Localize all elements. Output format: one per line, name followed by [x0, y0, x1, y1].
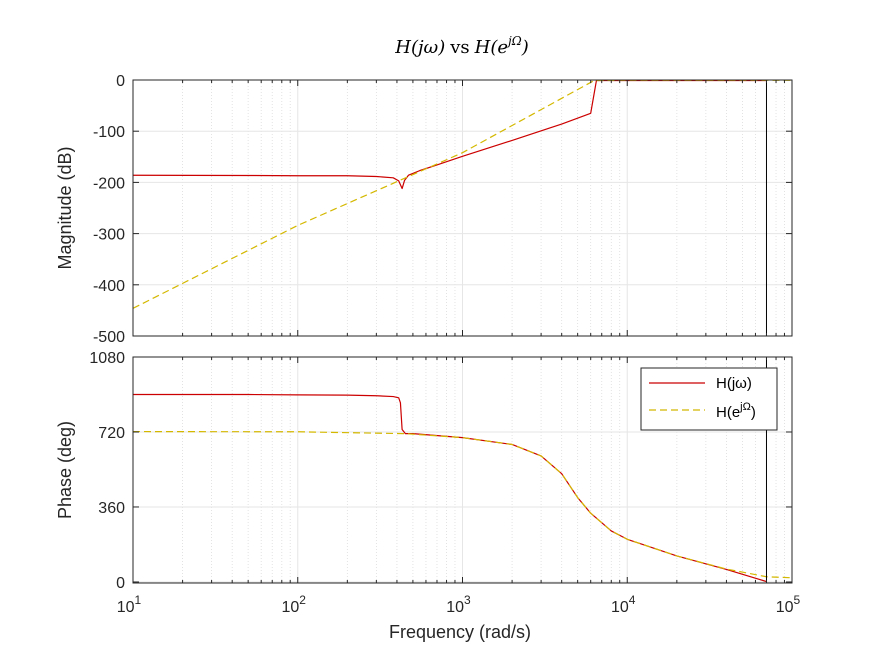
mag-y-tick-label: -400 [93, 278, 125, 295]
x-tick-label: 104 [611, 593, 636, 616]
chart-title: H(jω) vs H(ejΩ) [394, 34, 529, 58]
magnitude-axes-box [132, 79, 793, 337]
x-tick-label: 102 [282, 593, 307, 616]
phase-series-hejw-line [133, 430, 792, 579]
phase-y-tick-label: 1080 [89, 350, 125, 367]
magnitude-panel: 0 -100 -200 -300 -400 -500 Magnitude (dB) [55, 73, 793, 346]
x-tick-label: 103 [446, 593, 471, 616]
phase-y-tick-label: 360 [98, 500, 125, 517]
mag-y-tick-label: -200 [93, 175, 125, 192]
phase-panel: 1080 720 360 0 Phase (deg) H(jω) H(ejΩ) [55, 350, 793, 592]
mag-y-tick-label: -100 [93, 124, 125, 141]
phase-axes-box [132, 356, 793, 584]
phase-ylabel: Phase (deg) [55, 421, 75, 519]
x-tick-labels: 101 102 103 104 105 [117, 593, 801, 616]
x-tick-label: 105 [776, 593, 801, 616]
phase-y-tick-label: 0 [116, 575, 125, 592]
phase-grid [133, 357, 792, 583]
legend: H(jω) H(ejΩ) [640, 367, 778, 431]
mag-series-hjw-line [133, 80, 767, 190]
legend-label-hjw: H(jω) [716, 375, 752, 392]
legend-box [640, 367, 778, 431]
magnitude-grid [133, 80, 792, 336]
mag-y-tick-label: -500 [93, 329, 125, 346]
mag-y-tick-label: -300 [93, 227, 125, 244]
x-axis-label: Frequency (rad/s) [389, 622, 531, 642]
x-tick-label: 101 [117, 593, 142, 616]
phase-y-tick-label: 720 [98, 425, 125, 442]
legend-label-hejw: H(ejΩ) [716, 401, 756, 421]
magnitude-ylabel: Magnitude (dB) [55, 146, 75, 269]
mag-y-tick-label: 0 [116, 73, 125, 90]
